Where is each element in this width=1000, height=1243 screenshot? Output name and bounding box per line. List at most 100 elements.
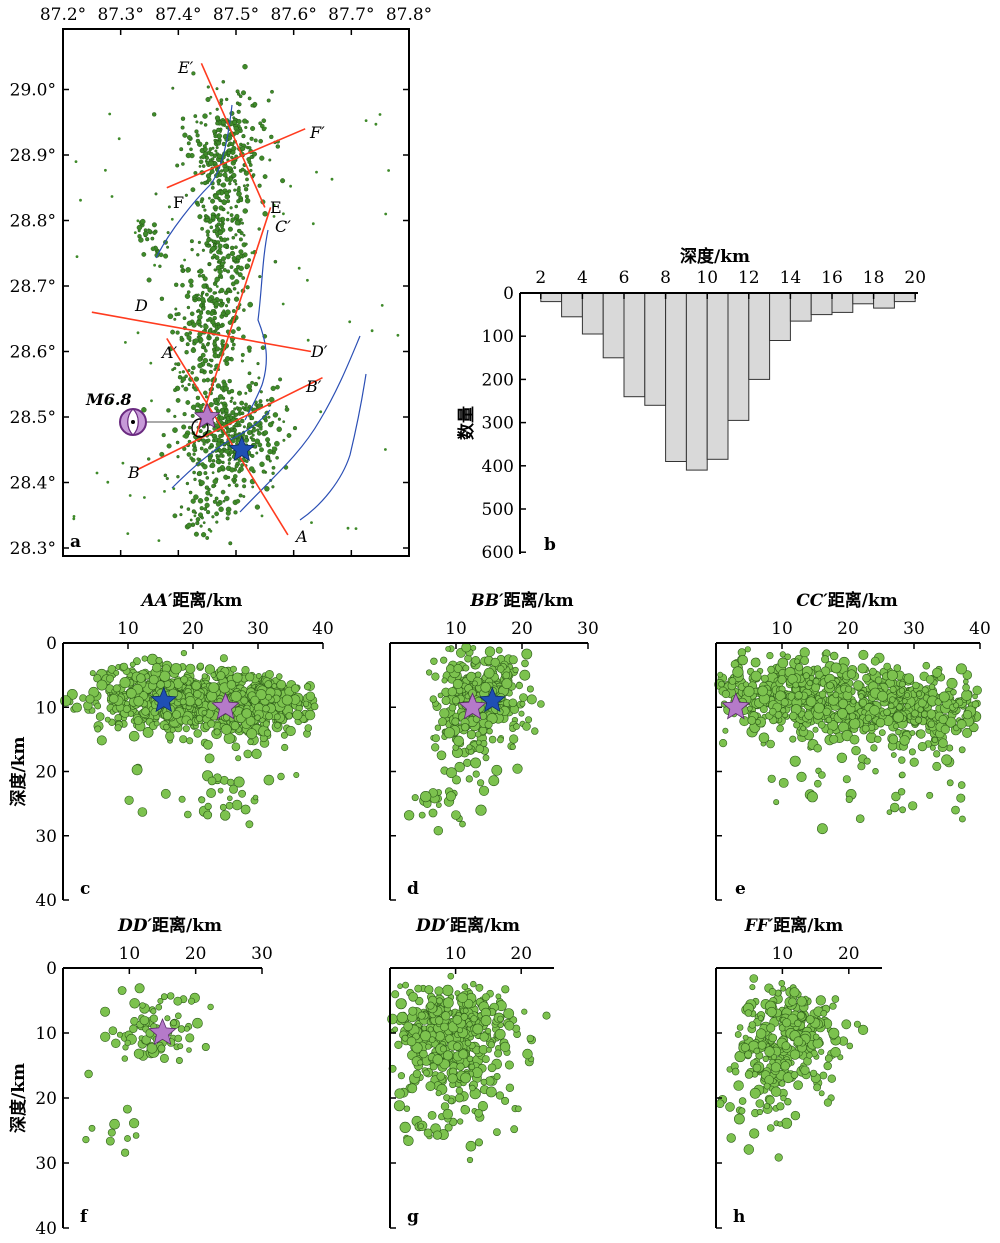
map-epicenter-dot bbox=[271, 485, 275, 489]
hypocenter-point bbox=[455, 1086, 464, 1095]
map-epicenter-dot bbox=[188, 331, 193, 335]
hypocenter-point bbox=[474, 1108, 483, 1118]
map-epicenter-dot bbox=[215, 121, 220, 126]
hypocenter-point bbox=[757, 685, 769, 697]
map-epicenter-dot bbox=[244, 402, 248, 407]
hypocenter-point bbox=[456, 1027, 463, 1034]
hypocenter-point bbox=[146, 1042, 158, 1054]
map-epicenter-dot bbox=[190, 370, 194, 375]
hypocenter-point bbox=[793, 1080, 803, 1090]
hypocenter-point bbox=[468, 1063, 476, 1071]
hypocenter-point bbox=[111, 1038, 121, 1049]
hypocenter-point bbox=[466, 1055, 474, 1063]
map-epicenter-dot bbox=[197, 314, 203, 320]
hypocenter-point bbox=[82, 1135, 90, 1144]
profile-label-f-prime: F′ bbox=[309, 123, 325, 142]
hypocenter-point bbox=[806, 1052, 813, 1059]
map-epicenter-dot bbox=[233, 188, 237, 192]
map-epicenter-dot bbox=[205, 215, 209, 219]
map-epicenter-dot bbox=[242, 308, 246, 312]
hypocenter-point bbox=[235, 755, 242, 762]
hypocenter-point bbox=[219, 803, 227, 811]
hypocenter-point bbox=[789, 735, 797, 743]
hypocenter-point bbox=[917, 698, 927, 708]
hypocenter-point bbox=[402, 981, 409, 989]
map-epicenter-dot bbox=[237, 272, 243, 278]
map-epicenter-dot bbox=[225, 297, 231, 302]
depth-profile-panel-h: 10 20 FF′距离/km h bbox=[715, 915, 882, 1229]
map-epicenter-dot bbox=[244, 391, 248, 395]
map-epicenter-dot bbox=[220, 407, 226, 413]
map-epicenter-dot bbox=[272, 215, 276, 218]
map-epicenter-dot bbox=[138, 237, 144, 243]
hypocenter-point bbox=[472, 1023, 484, 1035]
hypocenter-point bbox=[437, 692, 444, 699]
hypocenter-point bbox=[479, 1032, 489, 1042]
hypocenter-point bbox=[477, 1100, 489, 1112]
map-epicenter-dot bbox=[189, 147, 193, 152]
hypocenter-point bbox=[445, 646, 451, 652]
map-fault-lines bbox=[155, 104, 367, 521]
map-epicenter-dot bbox=[209, 493, 213, 497]
hypocenter-point bbox=[461, 642, 472, 653]
map-epicenter-dot bbox=[209, 238, 213, 242]
map-epicenter-dot bbox=[240, 90, 246, 96]
hypocenter-point bbox=[124, 1135, 131, 1142]
hypocenter-point bbox=[175, 1057, 183, 1065]
map-epicenter-dot bbox=[278, 377, 283, 382]
panel-label-b: b bbox=[544, 535, 556, 555]
hypocenter-point bbox=[109, 693, 119, 704]
map-epicenter-dot bbox=[238, 197, 244, 203]
map-epicenter-dot bbox=[180, 116, 186, 121]
histogram-bar bbox=[789, 292, 812, 322]
map-epicenter-dot bbox=[207, 333, 211, 337]
map-epicenter-dot bbox=[247, 96, 252, 101]
hypocenter-point bbox=[830, 662, 842, 674]
hypocenter-point bbox=[112, 684, 121, 693]
hypocenter-point bbox=[393, 1100, 405, 1112]
profile-label-a: A bbox=[294, 527, 308, 546]
hypocenter-point bbox=[418, 1123, 424, 1129]
map-epicenter-dot bbox=[209, 151, 214, 157]
hypocenter-point bbox=[455, 1093, 464, 1103]
profile-label-b: B bbox=[127, 463, 140, 482]
hypocenter-point bbox=[750, 670, 762, 682]
map-lon-tick-label: 87.4° bbox=[155, 5, 201, 25]
map-epicenter-dot bbox=[200, 226, 205, 231]
map-epicenter-dot bbox=[215, 146, 219, 150]
hypocenter-point bbox=[818, 1048, 825, 1055]
map-epicenter-dot bbox=[227, 320, 233, 325]
hypocenter-point bbox=[303, 683, 312, 691]
hypocenter-point bbox=[406, 1036, 417, 1047]
hypocenter-point bbox=[857, 762, 866, 771]
hypocenter-point bbox=[770, 1086, 782, 1097]
map-epicenter-dot bbox=[265, 442, 271, 448]
hypocenter-point bbox=[220, 810, 231, 821]
profile-label-e-prime: E′ bbox=[177, 58, 194, 77]
map-epicenter-dot bbox=[195, 138, 201, 144]
map-epicenter-dot bbox=[197, 357, 202, 362]
map-epicenter-dot bbox=[172, 487, 176, 490]
map-epicenter-dot bbox=[192, 452, 196, 456]
map-epicenter-dot bbox=[205, 377, 211, 383]
map-epicenter-dot bbox=[206, 177, 212, 182]
hypocenter-point bbox=[482, 754, 490, 762]
map-epicenter-dot bbox=[245, 177, 249, 182]
map-epicenter-dot bbox=[128, 494, 132, 497]
hypocenter-point bbox=[780, 1061, 790, 1071]
map-epicenter-dot bbox=[227, 475, 231, 479]
hypocenter-point bbox=[883, 662, 892, 671]
map-epicenter-dot bbox=[249, 136, 254, 141]
map-epicenter-dot bbox=[207, 328, 213, 334]
hypocenter-point bbox=[492, 1128, 501, 1136]
hypocenter-point bbox=[749, 974, 759, 983]
hypocenter-point bbox=[431, 672, 440, 681]
hypocenter-point bbox=[501, 1096, 510, 1105]
map-epicenter-dot bbox=[172, 513, 178, 519]
map-epicenter-dot bbox=[184, 350, 189, 355]
hypocenter-point bbox=[491, 764, 503, 776]
map-epicenter-dot bbox=[242, 484, 247, 489]
map-epicenter-dot bbox=[228, 449, 234, 455]
map-epicenter-dot bbox=[242, 233, 246, 237]
hypocenter-point bbox=[470, 980, 477, 988]
